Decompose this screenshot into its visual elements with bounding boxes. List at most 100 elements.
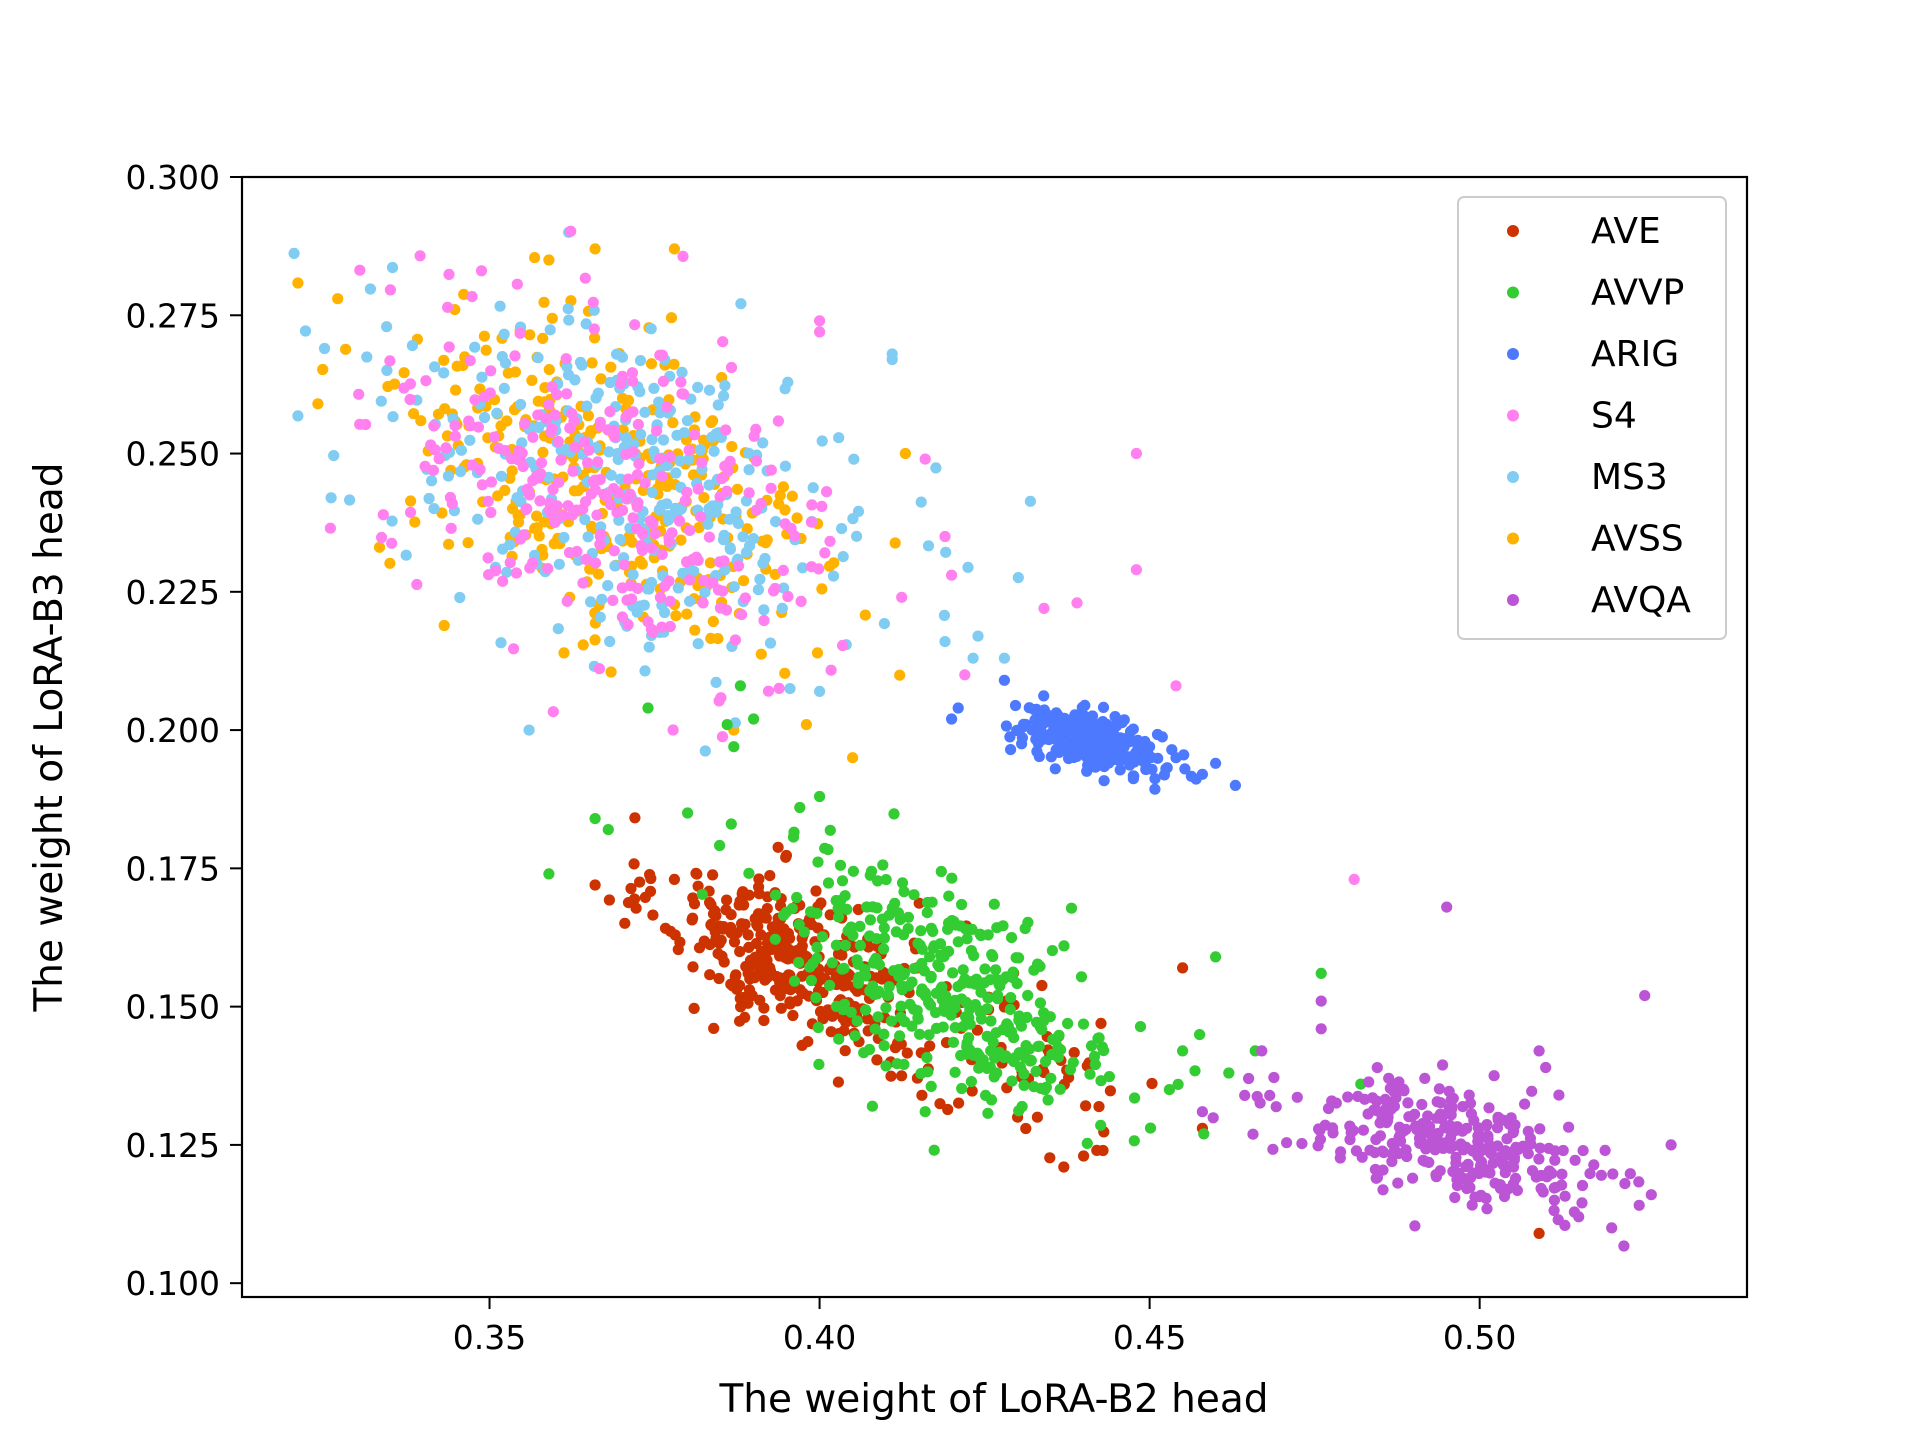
point-avqa xyxy=(1457,1144,1470,1156)
point-avss xyxy=(432,408,445,420)
point-ave xyxy=(717,921,730,933)
point-avss xyxy=(577,639,589,651)
point-avvp xyxy=(1006,1053,1018,1065)
point-avvp xyxy=(950,995,962,1007)
point-avqa xyxy=(1618,1240,1630,1252)
point-avvp xyxy=(914,1028,926,1040)
point-s4 xyxy=(509,350,521,362)
point-avss xyxy=(312,398,324,410)
point-avvp xyxy=(1085,1040,1098,1052)
point-avss xyxy=(636,558,648,570)
point-s4 xyxy=(440,442,452,454)
point-avss xyxy=(409,516,421,528)
point-s4 xyxy=(675,376,687,388)
point-avvp xyxy=(725,818,737,830)
point-avvp xyxy=(878,943,890,955)
point-avss xyxy=(317,363,329,376)
point-avqa xyxy=(1312,1140,1324,1152)
point-s4 xyxy=(519,418,531,430)
point-s4 xyxy=(896,591,908,603)
legend-marker xyxy=(1507,225,1519,237)
point-ave xyxy=(839,1045,851,1057)
point-avss xyxy=(504,472,516,484)
point-ms3 xyxy=(495,470,508,482)
y-tick-label: 0.225 xyxy=(126,573,220,612)
point-avqa xyxy=(1584,1168,1596,1180)
point-avvp xyxy=(832,911,845,923)
point-ave xyxy=(744,954,757,967)
point-s4 xyxy=(620,448,632,460)
point-arig xyxy=(1046,727,1058,739)
series-s4 xyxy=(324,225,1360,886)
point-avqa xyxy=(1489,1177,1501,1189)
point-ave xyxy=(712,948,724,960)
point-avqa xyxy=(1533,1045,1545,1057)
point-avss xyxy=(731,483,744,495)
point-ave xyxy=(753,873,765,885)
point-avss xyxy=(693,522,705,534)
point-avss xyxy=(458,288,470,300)
point-s4 xyxy=(650,425,663,437)
point-avvp xyxy=(849,1030,861,1042)
point-avss xyxy=(595,373,607,385)
point-ms3 xyxy=(604,635,616,648)
point-avvp xyxy=(938,1000,951,1013)
point-avss xyxy=(689,624,701,636)
point-avvp xyxy=(964,1018,976,1030)
point-s4 xyxy=(618,559,631,571)
point-s4 xyxy=(679,495,691,507)
point-arig xyxy=(1086,710,1099,722)
point-ave xyxy=(752,920,764,932)
point-avvp xyxy=(1001,1018,1013,1030)
point-s4 xyxy=(608,424,620,436)
point-ms3 xyxy=(1024,495,1036,507)
point-avvp xyxy=(822,877,835,889)
point-ms3 xyxy=(962,561,974,574)
point-avvp xyxy=(878,1028,890,1040)
point-avvp xyxy=(822,844,834,856)
point-avss xyxy=(712,633,724,645)
point-avss xyxy=(586,357,598,369)
point-ms3 xyxy=(646,433,658,446)
point-s4 xyxy=(564,422,576,434)
point-s4 xyxy=(493,442,505,454)
point-avqa xyxy=(1367,1092,1379,1104)
point-avqa xyxy=(1507,1178,1519,1190)
point-avss xyxy=(441,430,453,442)
point-ave xyxy=(953,1097,965,1109)
point-ms3 xyxy=(719,380,731,392)
point-avvp xyxy=(811,941,823,954)
point-avqa xyxy=(1624,1168,1636,1180)
point-ms3 xyxy=(848,453,860,465)
point-ave xyxy=(792,944,804,956)
point-avqa xyxy=(1398,1085,1410,1097)
point-avvp xyxy=(982,929,994,941)
point-arig xyxy=(1229,779,1241,792)
point-avvp xyxy=(1006,932,1018,944)
point-avvp xyxy=(898,886,910,898)
point-avvp xyxy=(1050,1034,1062,1046)
point-s4 xyxy=(353,388,365,400)
point-ms3 xyxy=(442,470,454,482)
point-s4 xyxy=(1130,564,1142,576)
point-s4 xyxy=(656,621,668,633)
point-s4 xyxy=(466,459,478,471)
point-avqa xyxy=(1553,1089,1565,1101)
point-ave xyxy=(1044,1152,1056,1164)
point-avvp xyxy=(793,919,805,931)
y-tick-label: 0.275 xyxy=(126,296,220,335)
point-ms3 xyxy=(288,247,300,259)
point-s4 xyxy=(1130,447,1142,460)
point-s4 xyxy=(583,444,595,456)
point-s4 xyxy=(485,506,497,519)
point-s4 xyxy=(654,453,666,465)
point-avvp xyxy=(982,992,994,1004)
point-avvp xyxy=(923,1029,935,1041)
point-s4 xyxy=(725,361,738,374)
point-ms3 xyxy=(712,399,724,411)
point-ms3 xyxy=(501,566,513,578)
point-arig xyxy=(1160,763,1172,775)
point-ms3 xyxy=(604,376,616,389)
